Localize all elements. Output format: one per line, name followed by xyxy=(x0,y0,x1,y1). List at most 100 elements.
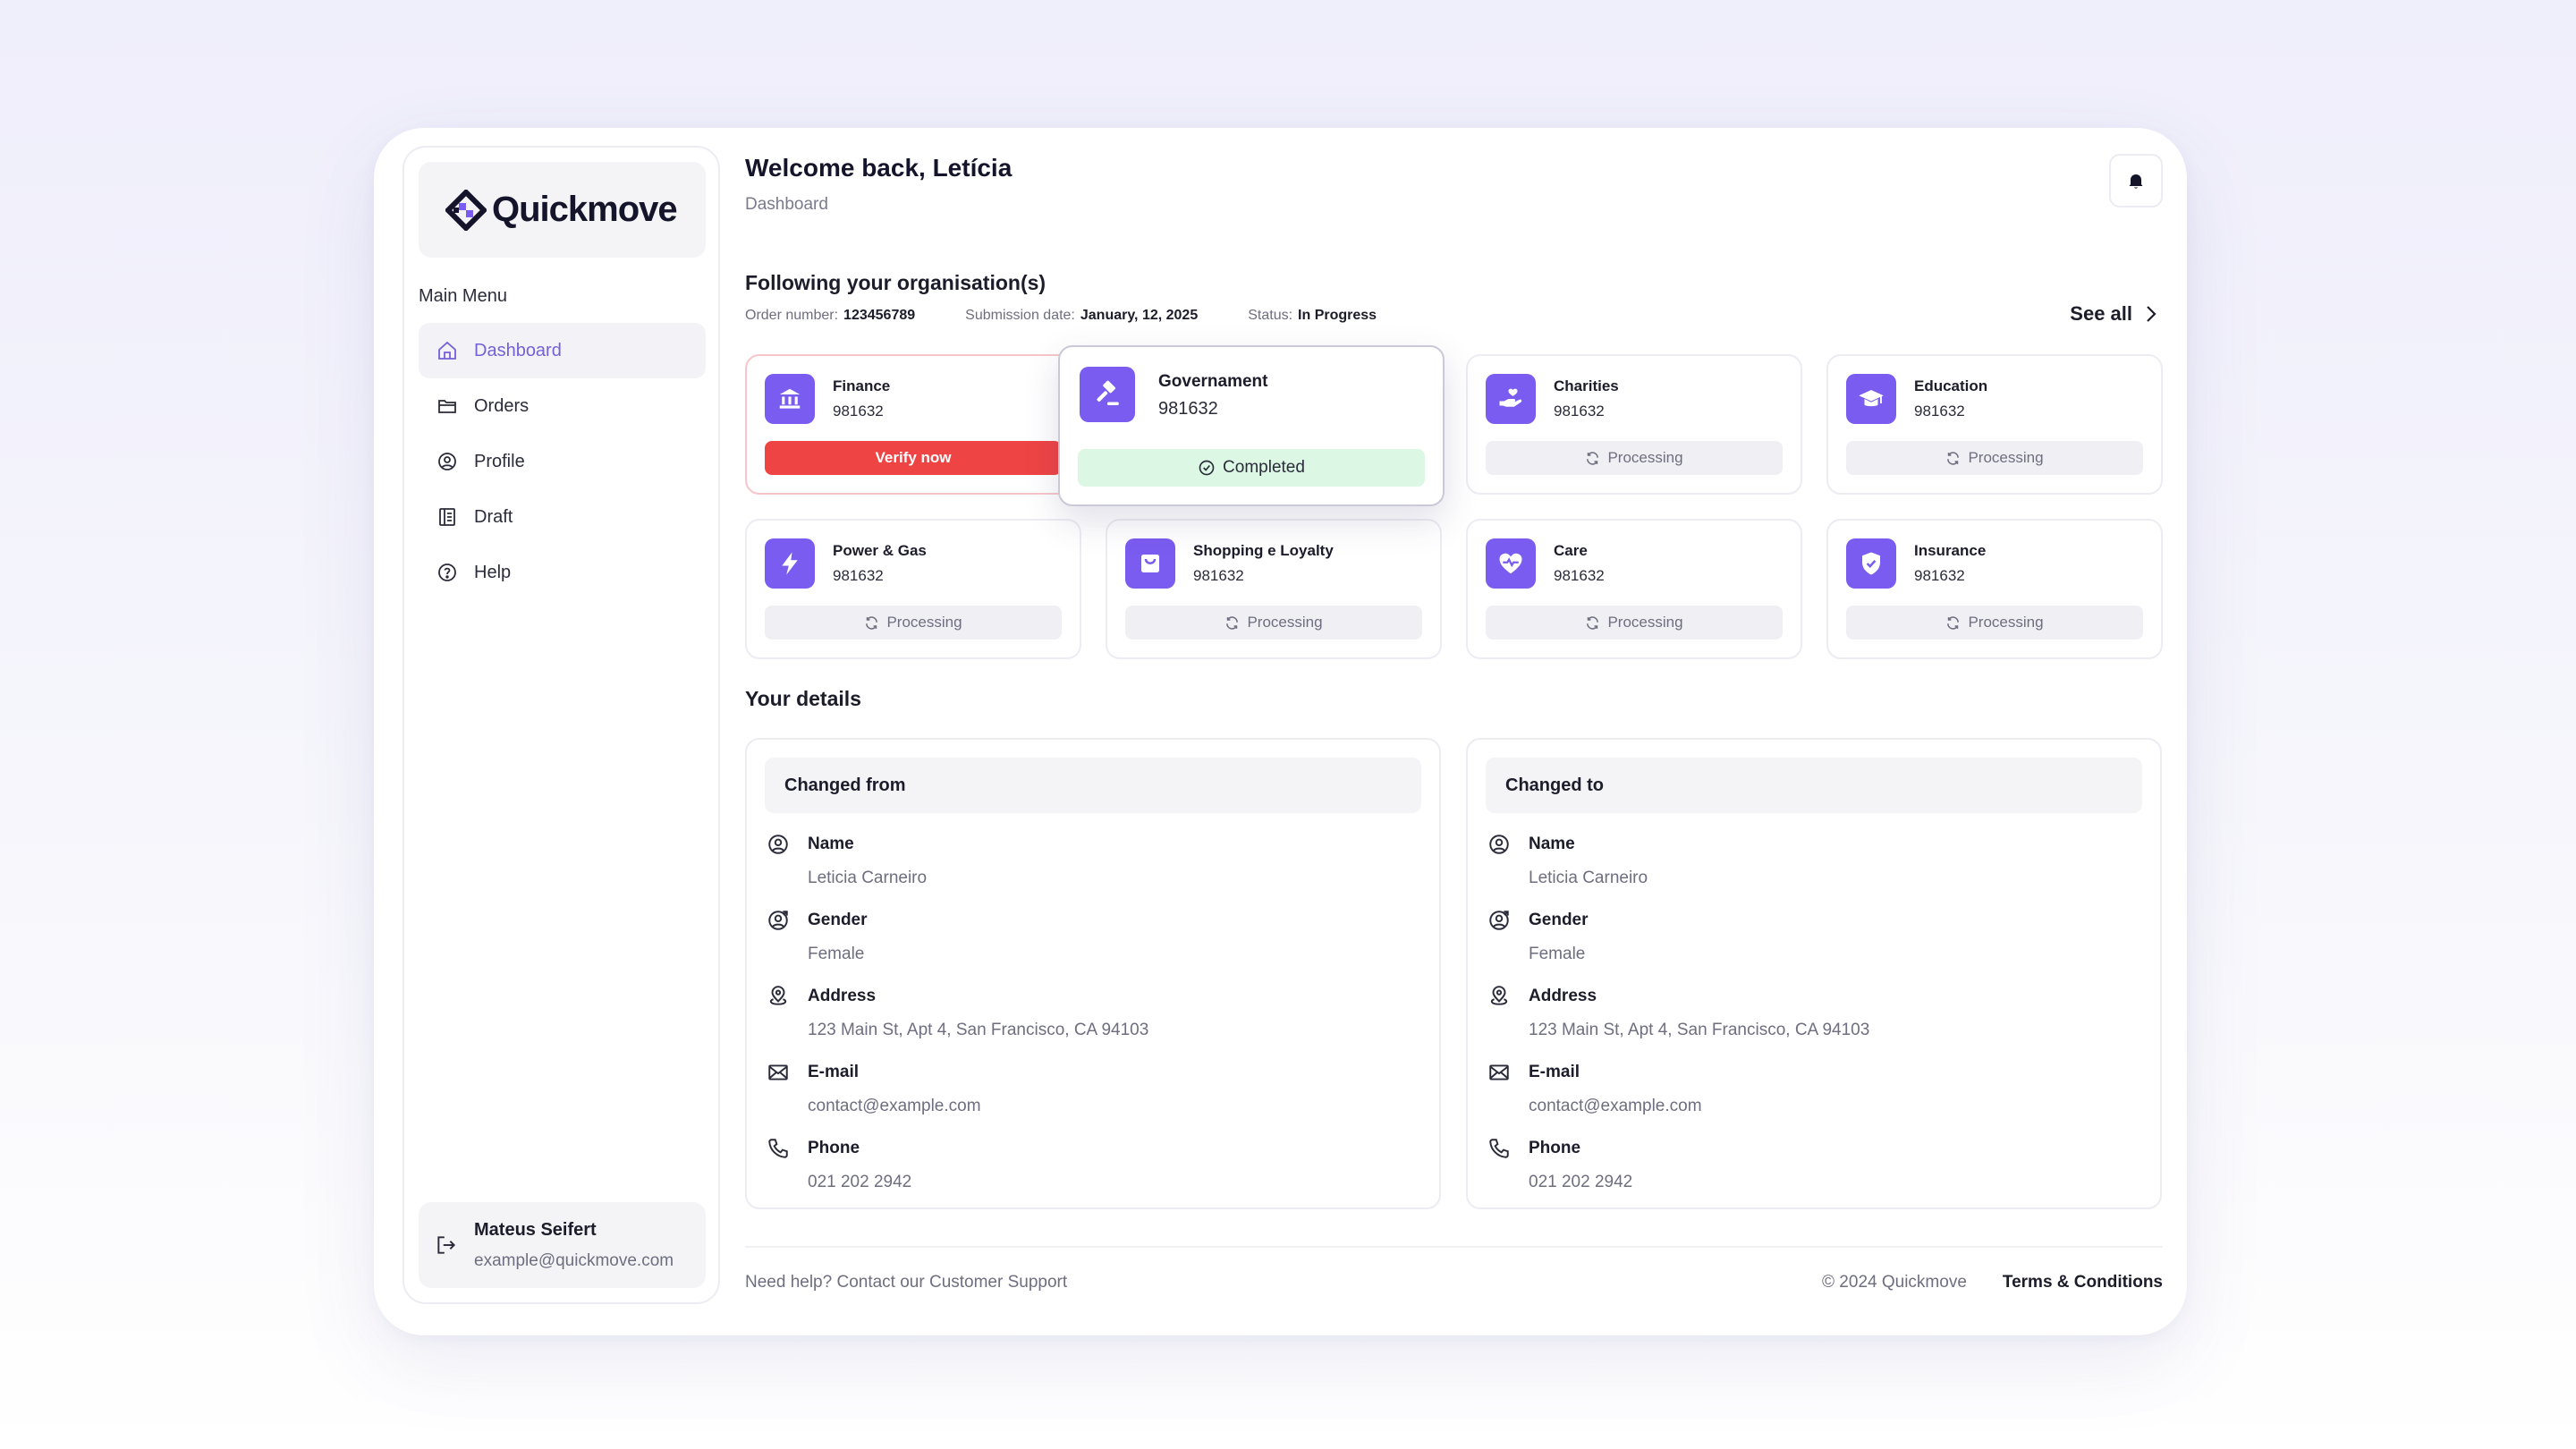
detail-label: E-mail xyxy=(1529,1063,1580,1081)
status-label: Processing xyxy=(1247,614,1323,631)
org-card-insurance[interactable]: Insurance 981632 Processing xyxy=(1826,519,2163,659)
sidebar-item-draft[interactable]: Draft xyxy=(419,489,706,545)
status-label: Processing xyxy=(1607,449,1683,466)
chevron-right-icon xyxy=(2147,306,2157,322)
org-card-finance[interactable]: Finance 981632 Verify now xyxy=(745,354,1081,495)
breadcrumb[interactable]: Dashboard xyxy=(745,195,828,214)
draft-icon xyxy=(439,508,455,526)
sidebar-item-label: Draft xyxy=(474,506,513,527)
status-badge: Processing xyxy=(1486,606,1783,640)
org-card-care[interactable]: Care 981632 Processing xyxy=(1466,519,1802,659)
org-card-education[interactable]: Education 981632 Processing xyxy=(1826,354,2163,495)
lightning-icon xyxy=(765,538,815,589)
shield-check-icon xyxy=(1846,538,1896,589)
org-name: Shopping e Loyalty xyxy=(1193,542,1334,559)
user-circle-icon xyxy=(768,835,788,854)
org-number: 981632 xyxy=(1158,399,1218,419)
logout-icon[interactable] xyxy=(435,1233,458,1257)
logo[interactable]: Quickmove xyxy=(419,162,706,258)
refresh-icon xyxy=(1587,615,1599,630)
phone-icon xyxy=(1489,1139,1509,1158)
sidebar-item-profile[interactable]: Profile xyxy=(419,434,706,489)
support-link[interactable]: Need help? Contact our Customer Support xyxy=(745,1273,1068,1292)
details-changed-to: Changed to Name Leticia Carneiro Gender Fe… xyxy=(1466,738,2162,1209)
status-label: Processing xyxy=(1607,614,1683,631)
detail-row-gender: Gender Female xyxy=(1487,911,1589,964)
detail-row-email: E-mail contact@example.com xyxy=(767,1063,981,1116)
user-name: Mateus Seifert xyxy=(474,1219,597,1240)
status-label: Processing xyxy=(1968,449,2044,466)
detail-value: contact@example.com xyxy=(808,1097,981,1115)
org-number: 981632 xyxy=(1554,402,1605,419)
refresh-icon xyxy=(1587,451,1599,465)
status-label: Status: xyxy=(1248,308,1293,323)
sidebar-item-label: Help xyxy=(474,562,512,582)
status-badge: Processing xyxy=(765,606,1062,640)
sidebar-item-orders[interactable]: Orders xyxy=(419,378,706,434)
details-changed-from: Changed from Name Leticia Carneiro Gender… xyxy=(745,738,1441,1209)
status-badge: Processing xyxy=(1125,606,1422,640)
sidebar-item-label: Dashboard xyxy=(474,340,562,360)
graduation-cap-icon xyxy=(1846,374,1896,424)
main-menu: Dashboard Orders Profile Draft Help xyxy=(419,323,706,600)
sidebar-item-label: Orders xyxy=(474,395,530,416)
detail-row-gender: Gender Female xyxy=(767,911,868,964)
quickmove-logo-icon xyxy=(445,189,487,231)
order-meta: Order number: 123456789 Submission date: J… xyxy=(745,308,1377,324)
detail-label: Gender xyxy=(808,911,868,929)
detail-value: 021 202 2942 xyxy=(1529,1173,1633,1191)
details-title: Your details xyxy=(745,687,861,710)
detail-row-email: E-mail contact@example.com xyxy=(1487,1063,1702,1116)
order-number: 123456789 xyxy=(843,308,916,323)
detail-row-name: Name Leticia Carneiro xyxy=(767,835,927,888)
sidebar-item-label: Profile xyxy=(474,451,525,471)
notifications-button[interactable] xyxy=(2109,154,2163,208)
status-badge: Processing xyxy=(1486,441,1783,475)
detail-value: Leticia Carneiro xyxy=(1529,869,1648,887)
org-number: 981632 xyxy=(833,402,884,419)
user-circle-icon xyxy=(438,453,456,470)
status-label: Verify now xyxy=(875,449,952,466)
detail-label: Phone xyxy=(1529,1139,1581,1157)
verify-now-button[interactable]: Verify now xyxy=(765,441,1062,475)
org-name: Education xyxy=(1914,377,1988,394)
status-badge: Processing xyxy=(1846,606,2143,640)
mail-icon xyxy=(768,1064,788,1080)
heart-pulse-icon xyxy=(1486,538,1536,589)
detail-value: 123 Main St, Apt 4, San Francisco, CA 94… xyxy=(1529,1021,1870,1039)
org-card-charities[interactable]: Charities 981632 Processing xyxy=(1466,354,1802,495)
org-card-government[interactable]: Governament 981632 Completed xyxy=(1058,345,1445,506)
sidebar-item-help[interactable]: Help xyxy=(419,545,706,600)
gavel-icon xyxy=(1080,367,1135,422)
sidebar: Quickmove Main Menu Dashboard Orders Pro… xyxy=(402,146,720,1304)
order-number-label: Order number: xyxy=(745,308,839,323)
detail-label: Address xyxy=(1529,987,1597,1005)
sidebar-item-dashboard[interactable]: Dashboard xyxy=(419,323,706,378)
status-label: Processing xyxy=(886,614,962,631)
refresh-icon xyxy=(866,615,878,630)
detail-value: Leticia Carneiro xyxy=(808,869,928,887)
org-card-power-gas[interactable]: Power & Gas 981632 Processing xyxy=(745,519,1081,659)
details-header: Changed from xyxy=(765,758,1421,813)
detail-value: 021 202 2942 xyxy=(808,1173,912,1191)
user-card[interactable]: Mateus Seifert example@quickmove.com xyxy=(419,1202,706,1288)
gender-icon xyxy=(768,911,788,930)
help-icon xyxy=(438,564,456,581)
details-header: Changed to xyxy=(1486,758,2142,813)
see-all-link[interactable]: See all xyxy=(2070,302,2157,326)
submission-date: January, 12, 2025 xyxy=(1080,308,1199,323)
detail-value: Female xyxy=(1529,945,1586,963)
detail-label: E-mail xyxy=(808,1063,860,1081)
org-number: 981632 xyxy=(1914,402,1965,419)
page-title: Welcome back, Letícia xyxy=(745,154,1013,182)
location-icon xyxy=(769,986,787,1005)
org-number: 981632 xyxy=(1193,567,1244,584)
detail-label: Phone xyxy=(808,1139,860,1157)
org-card-shopping[interactable]: Shopping e Loyalty 981632 Processing xyxy=(1106,519,1442,659)
copyright: © 2024 Quickmove xyxy=(1822,1273,1967,1292)
mail-icon xyxy=(1489,1064,1509,1080)
status-label: Processing xyxy=(1968,614,2044,631)
terms-link[interactable]: Terms & Conditions xyxy=(2002,1273,2163,1292)
user-email: example@quickmove.com xyxy=(474,1250,674,1270)
org-name: Insurance xyxy=(1914,542,1987,559)
